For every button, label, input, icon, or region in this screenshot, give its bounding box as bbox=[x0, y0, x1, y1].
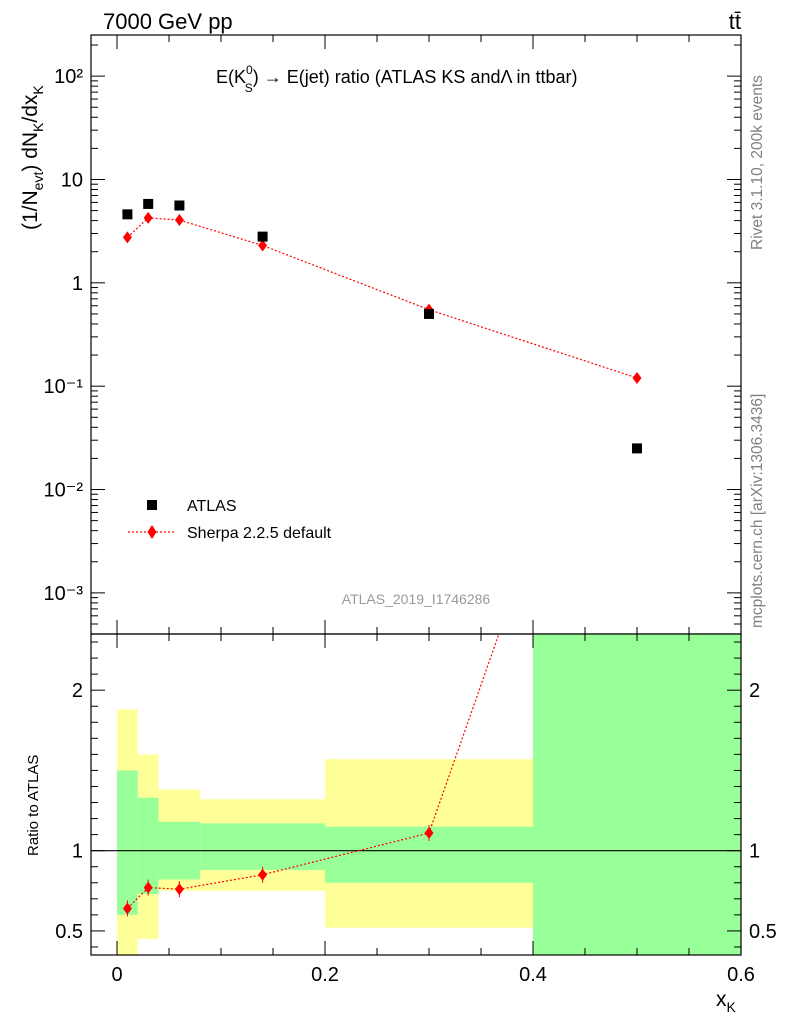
ratio-ytick-label-right-2: 2 bbox=[749, 680, 760, 702]
main-sherpa-point-2 bbox=[174, 214, 184, 227]
legend-sherpa-marker bbox=[147, 525, 157, 539]
ratio-ytick-label-right-1: 1 bbox=[749, 841, 760, 863]
ratio-sherpa-line bbox=[126, 634, 500, 909]
ratio-ytick-label-left-0: 0.5 bbox=[55, 921, 83, 943]
main-ytick-label-4: 10 bbox=[61, 169, 83, 191]
main-atlas-point-5 bbox=[632, 443, 642, 454]
main-atlas-point-4 bbox=[424, 308, 434, 319]
ratio-inner-band-bin-3 bbox=[200, 823, 325, 870]
ratio-inner-band-bin-1 bbox=[137, 797, 159, 895]
analysis-ref-label: ATLAS_2019_I1746286 bbox=[342, 591, 491, 607]
ratio-xtick-label-3: 0.6 bbox=[727, 964, 755, 986]
title-sub: S bbox=[245, 81, 253, 95]
main-atlas-point-1 bbox=[143, 198, 154, 209]
mcplots-side-label: mcplots.cern.ch [arXiv:1306.3436] bbox=[749, 394, 766, 628]
title-sup: 0 bbox=[246, 63, 253, 77]
ratio-panel: 0 0.2 0.4 0.6 0.5 0.5 1 1 2 2 bbox=[55, 633, 777, 986]
legend-sherpa-label: Sherpa 2.2.5 default bbox=[187, 525, 332, 542]
ratio-xtick-label-1: 0.2 bbox=[311, 964, 339, 986]
main-ytick-label-0: 10⁻³ bbox=[44, 583, 84, 605]
main-ytick-label-5: 10² bbox=[54, 66, 83, 88]
title-tail: ) → E(jet) ratio (ATLAS KS andΛ in ttbar… bbox=[253, 67, 578, 87]
ratio-ytick-label-left-1: 1 bbox=[72, 841, 83, 863]
main-atlas-point-2 bbox=[174, 200, 185, 211]
legend-atlas-marker bbox=[147, 500, 157, 510]
energy-label: 7000 GeV pp bbox=[103, 9, 233, 34]
title-lead: E(K bbox=[216, 67, 246, 87]
main-ytick-label-2: 10⁻¹ bbox=[44, 376, 84, 398]
main-ytick-label-3: 1 bbox=[72, 273, 83, 295]
main-sherpa-point-1 bbox=[143, 211, 153, 224]
ratio-frame bbox=[90, 633, 742, 956]
ratio-inner-band-bin-5 bbox=[533, 634, 741, 955]
legend: ATLAS Sherpa 2.2.5 default bbox=[128, 498, 332, 542]
process-label: tt̄ bbox=[729, 9, 741, 34]
main-sherpa-line bbox=[126, 217, 638, 379]
legend-atlas-label: ATLAS bbox=[187, 498, 237, 515]
rivet-side-label: Rivet 3.1.10, 200k events bbox=[749, 75, 766, 250]
main-sherpa-point-0 bbox=[122, 231, 132, 244]
ratio-xtick-label-2: 0.4 bbox=[519, 964, 547, 986]
plot-title: E(K0 S) → E(jet) ratio (ATLAS KS andΛ in … bbox=[216, 63, 578, 95]
main-sherpa-point-3 bbox=[258, 239, 268, 252]
main-frame bbox=[90, 34, 742, 635]
ratio-ytick-label-left-2: 2 bbox=[72, 680, 83, 702]
ratio-inner-band-bin-0 bbox=[117, 770, 138, 915]
ratio-xtick-label-0: 0 bbox=[111, 964, 122, 986]
main-panel: 10⁻³ 10⁻² 10⁻¹ 1 10 10² bbox=[44, 34, 742, 635]
main-atlas-point-0 bbox=[122, 209, 133, 220]
main-sherpa-point-5 bbox=[632, 371, 642, 384]
ratio-ytick-label-right-0: 0.5 bbox=[749, 921, 777, 943]
main-atlas-point-3 bbox=[257, 231, 268, 242]
main-ytick-label-1: 10⁻² bbox=[44, 480, 84, 502]
x-axis-label: xK bbox=[716, 988, 737, 1015]
ratio-y-axis-label: Ratio to ATLAS bbox=[25, 755, 42, 856]
main-y-axis-label: (1/Nevt) dNK/dxK bbox=[19, 85, 46, 230]
